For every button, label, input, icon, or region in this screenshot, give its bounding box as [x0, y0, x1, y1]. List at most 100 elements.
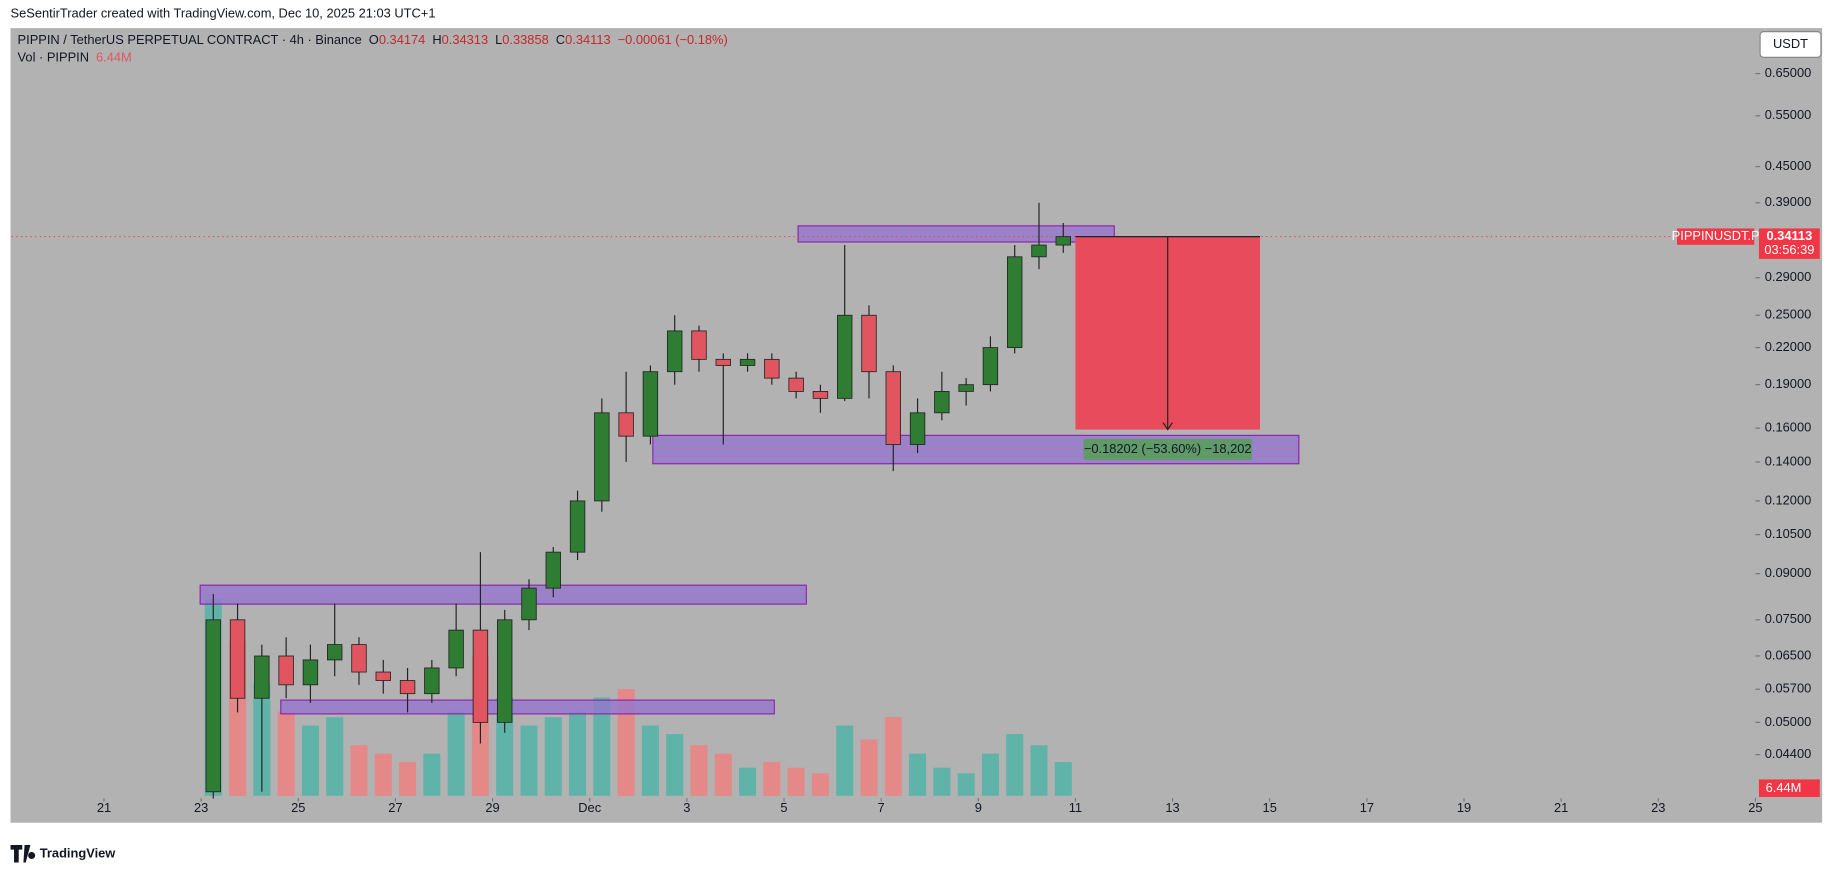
y-tick-label: 0.14000 [1765, 453, 1811, 468]
y-tick-label: 0.29000 [1765, 269, 1811, 284]
volume-bar [787, 767, 805, 796]
o-label: O [369, 32, 379, 47]
candle-body [788, 377, 804, 392]
candle-body [861, 314, 877, 373]
volume-bar [544, 717, 562, 796]
candle-body [618, 412, 634, 437]
y-tick-label: 0.07500 [1765, 611, 1811, 626]
y-tick-label: 0.39000 [1765, 194, 1811, 209]
volume-bar [981, 753, 999, 796]
candle-body [497, 619, 513, 723]
candle-body [205, 619, 221, 793]
brand: TradingView [40, 846, 117, 861]
volume-bar [641, 725, 659, 796]
volume-bar [860, 739, 878, 796]
volume-bar [569, 711, 587, 796]
change: −0.00061 (−0.18%) [618, 32, 728, 47]
candle-body [909, 412, 926, 445]
zone [797, 225, 1115, 243]
c-label: C [556, 32, 565, 47]
y-tick-label: 0.05000 [1765, 714, 1811, 729]
credit: SeSentirTrader created with TradingView.… [11, 5, 436, 20]
candle-body [351, 644, 367, 673]
candle-body [569, 500, 586, 553]
volume-bar [350, 745, 368, 796]
candle-body [521, 587, 537, 621]
volume-bar [884, 717, 902, 796]
candle-body [1031, 244, 1047, 258]
volume-bar [447, 711, 465, 796]
candle-body [229, 619, 246, 699]
y-tick-label: 0.12000 [1765, 492, 1811, 507]
volume-bar [763, 762, 781, 796]
x-tick-label: 9 [975, 800, 982, 815]
candle-body [691, 330, 707, 360]
volume-bar [593, 697, 611, 796]
volume-tag [1758, 779, 1820, 797]
legend-line: PIPPIN / TetherUS PERPETUAL CONTRACT · 4… [18, 32, 728, 47]
x-tick-label: 5 [780, 800, 787, 815]
candle-body [667, 330, 683, 373]
candle-body [812, 391, 829, 399]
candle-body [642, 371, 659, 437]
y-tick-label: 0.16000 [1765, 420, 1811, 435]
x-tick-label: Dec [578, 800, 601, 815]
high: 0.34313 [442, 32, 488, 47]
symbol-tag [1677, 228, 1755, 245]
volume-title: Vol · PIPPIN [18, 50, 89, 65]
x-tick-label: 27 [388, 800, 402, 815]
candle-body [1055, 236, 1071, 246]
price-tag-label: 0.34113 [1766, 228, 1812, 243]
candle-body [739, 358, 756, 366]
zone [199, 584, 807, 605]
y-tick-label: 0.25000 [1765, 307, 1811, 322]
candle-body [934, 391, 950, 414]
volume-value: 6.44M [96, 50, 132, 65]
x-tick-label: 15 [1263, 800, 1277, 815]
y-tick-label: 0.04400 [1765, 746, 1811, 761]
zone [280, 699, 775, 715]
volume-bar [1054, 762, 1072, 796]
currency-label[interactable]: USDT [1773, 36, 1808, 51]
chart-layer: 0.65000 0.55000 0.45000 0.39000 0.29000 0.250… [11, 65, 1820, 815]
currency-button[interactable] [1759, 31, 1822, 58]
volume-bar [836, 725, 854, 796]
x-tick-label: 29 [485, 800, 499, 815]
y-tick-label: 0.22000 [1765, 339, 1811, 354]
candle-body [472, 629, 489, 723]
low: 0.33858 [502, 32, 548, 47]
x-tick-label: 25 [291, 800, 305, 815]
y-tick-label: 0.55000 [1765, 107, 1811, 122]
position-label-bg [1083, 438, 1252, 460]
x-tick-label: 23 [1651, 800, 1665, 815]
candle-body [545, 551, 561, 589]
candle-body [982, 347, 999, 386]
x-tick-label: 23 [194, 800, 208, 815]
symbol: PIPPIN / TetherUS PERPETUAL CONTRACT · 4… [18, 32, 362, 47]
l-label: L [495, 32, 502, 47]
volume-bar [520, 725, 538, 796]
candle-body [764, 358, 780, 379]
volume-bar [399, 762, 417, 796]
x-tick-label: 21 [97, 800, 111, 815]
volume-bar [1030, 745, 1048, 796]
x-tick-label: 11 [1069, 800, 1082, 815]
footer-logo: TradingView [10, 844, 117, 863]
position-label: −0.18202 (−53.60%) −18,202 [1084, 441, 1252, 456]
volume-bar [423, 753, 441, 796]
x-tick-label: 25 [1748, 800, 1762, 815]
h-label: H [432, 32, 441, 47]
candle-body [399, 680, 416, 695]
candle-body [594, 412, 610, 502]
candle-body [254, 655, 270, 699]
volume-legend: Vol · PIPPIN 6.44M [18, 50, 132, 65]
volume-bar [933, 767, 951, 796]
candle-body [958, 384, 974, 392]
x-tick-label: 17 [1360, 800, 1374, 815]
candle-body [885, 371, 901, 445]
x-tick-label: 7 [878, 800, 885, 815]
y-tick-label: 0.05700 [1765, 681, 1811, 696]
x-tick-label: 21 [1554, 800, 1568, 815]
candle-body [302, 659, 319, 686]
